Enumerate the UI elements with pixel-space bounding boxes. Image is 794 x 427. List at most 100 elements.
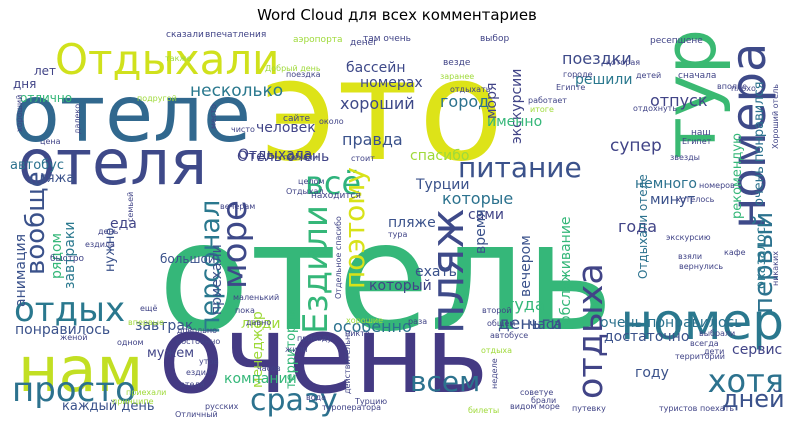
word-день-175: день (98, 227, 119, 236)
word-отдохнуть-108: отдохнуть (633, 104, 677, 113)
word-супер-38: супер (610, 136, 662, 156)
word-завтрак-55: завтрак (135, 318, 193, 334)
word-выбор-91: выбор (480, 34, 509, 44)
chart-title: Word Cloud для всех комментариев (257, 6, 537, 24)
word-давно-180: давно (246, 318, 271, 327)
word-понравилось-65: понравилось (15, 322, 110, 338)
word-оказалось-79: оказалось (754, 219, 769, 289)
word-туда-51: туда (505, 295, 545, 314)
word-стоит-118: стоит (351, 154, 375, 163)
word-всё-11: всё (305, 164, 361, 202)
word-отеля-5: отеля (18, 126, 207, 199)
word-просто-10: просто (12, 370, 136, 410)
word-приехали-57: приехали (209, 244, 225, 315)
word-дня-84: дня (13, 77, 36, 91)
word-раза-140: раза (408, 317, 427, 326)
word-заранее-100: заранее (440, 72, 474, 81)
word-очень-1: очень (158, 293, 489, 418)
word-жили-148: жили (285, 345, 308, 354)
word-ещё-169: ещё (140, 304, 157, 313)
word-отдыхать-101: отдыхать (450, 85, 491, 94)
word-рекомендую-77: рекомендую (730, 133, 745, 219)
word-пока-136: пока (235, 306, 255, 315)
word-поездка-98: поездка (286, 70, 321, 79)
word-отлично-85: отлично (20, 91, 72, 105)
word-нам-4: нам (18, 333, 143, 406)
word-отель-0: отель (158, 191, 614, 365)
word-находится-126: находится (311, 191, 361, 201)
word-cloud: отель очень это отеле нам отеля тур номер номера… (10, 29, 785, 419)
word-билеты-163: билеты (468, 406, 499, 415)
word-обслуживание-50: обслуживание (558, 216, 574, 324)
word-русских-154: русских (205, 402, 239, 411)
word-далеко-112: далеко (73, 104, 82, 134)
word-ездили-171: ездили (186, 368, 216, 377)
word-отдыхал-128: Отдыхал (286, 187, 324, 196)
word-номер-7: номер (620, 293, 784, 351)
word-поэтому-19: поэтому (338, 167, 371, 289)
word-аэропорта-88: аэропорта (293, 35, 343, 45)
word-турцию-152: Турцию (354, 397, 387, 406)
word-бассейн-30: бассейн (346, 60, 405, 76)
word-автобус-74: автобус (10, 158, 64, 173)
word-ездили-18: Ездили (296, 205, 336, 334)
word-место-113: место (209, 104, 218, 129)
word-несколько-27: несколько (190, 81, 283, 101)
word-целом-127: целом (298, 177, 324, 186)
word-впервые-168: впервые (128, 318, 164, 327)
word-вернулись-138: вернулись (679, 262, 723, 271)
word-тура-130: тура (388, 230, 407, 239)
word-деньги-52: деньги (498, 314, 561, 334)
word-действительно-151: действительно (343, 330, 352, 394)
word-человек-29: человек (256, 120, 316, 136)
word-лет-86: лет (34, 64, 56, 78)
word-всем-22: всем (410, 365, 480, 398)
word-впечатления-87: впечатления (205, 30, 266, 40)
word-плохо-93: плохо (731, 84, 756, 93)
word-везде-96: везде (443, 58, 471, 68)
word-всегда-166: всегда (690, 339, 719, 348)
word-быстро-115: быстро (50, 254, 85, 264)
word-взяли-132: взяли (678, 252, 702, 261)
word-хотя-20: хотя (708, 362, 784, 400)
word-персонал-17: персонал (195, 200, 226, 334)
word-довольно-145: довольно (177, 326, 217, 335)
word-дней-23: дней (722, 385, 785, 413)
word-поехали-117: поехали (283, 153, 318, 162)
word-сервис-67: сервис (732, 342, 782, 358)
word-пляж-12: пляж (421, 208, 474, 334)
word-поехать-162: поехать (700, 404, 734, 413)
word-компании-63: компании (224, 371, 297, 387)
word-сначала-94: сначала (678, 71, 716, 81)
word-хороший-116: хороший (15, 95, 24, 132)
word-отдых-13: отдых (14, 290, 125, 330)
word-звезды-120: звезды (670, 153, 700, 162)
word-неделе-156: неделе (490, 358, 499, 389)
word-женой-176: женой (60, 333, 87, 342)
word-египте-103: Египте (556, 83, 585, 92)
word-пляжа-75: пляжа (30, 171, 74, 186)
word-постоянно-146: постоянно (176, 337, 220, 346)
word-одном-177: одном (117, 338, 144, 347)
word-хороший-отель-123: Хороший отель (771, 84, 780, 149)
word-немного-39: немного (635, 176, 697, 192)
word-видом-море-157: видом море (510, 402, 560, 411)
word-хороший-28: хороший (340, 94, 415, 113)
word-отпуск-34: отпуск (650, 91, 708, 110)
word-путевку-160: путевку (572, 404, 606, 413)
word-тур-6: тур (648, 29, 732, 159)
word-отдельное-спасибо-129: Отдельное спасибо (334, 216, 343, 299)
word-приехали-173: приехали (126, 388, 166, 397)
word-большой-58: большой (160, 252, 216, 266)
word-отдыхали-отеле-80: Отдыхали отеле (636, 174, 650, 279)
word-сразу-21: сразу (250, 383, 338, 418)
word-городе-105: городе (563, 70, 593, 79)
word-отеле-3: отеле (12, 70, 251, 160)
word-анимация-71: анимация (13, 234, 29, 307)
word-туроператора-153: туроператора (322, 403, 381, 412)
word-подругой-114: подругой (137, 94, 177, 103)
word-отеля-170: отеля (180, 380, 205, 389)
word-сами-43: сами (468, 207, 504, 223)
word-вообще-25: вообще (21, 171, 51, 275)
word-египет-122: Египет (682, 137, 712, 146)
